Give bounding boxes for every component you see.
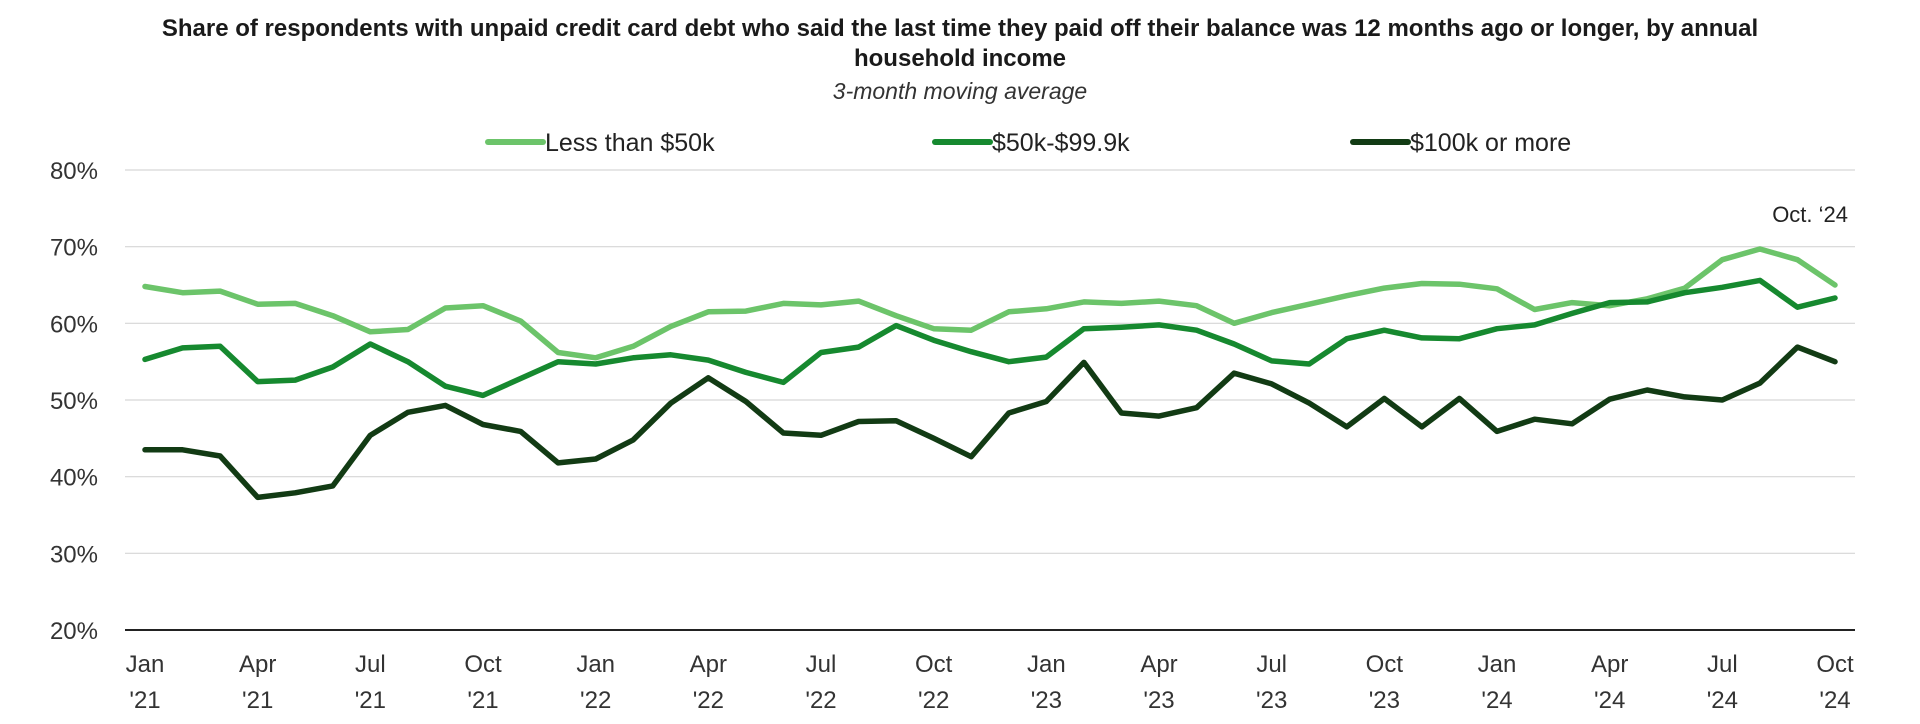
x-tick-label-year: '21 (129, 687, 160, 714)
x-tick-label-month: Oct (915, 651, 953, 678)
chart-subtitle: 3-month moving average (832, 78, 1088, 104)
x-tick-label-year: '24 (1481, 687, 1512, 714)
annotation-label: Oct. ‘24 (1772, 202, 1848, 227)
x-tick-label-year: '23 (1031, 687, 1062, 714)
y-tick-label: 60% (50, 311, 98, 338)
x-tick-label-month: Apr (690, 651, 727, 678)
legend-label-1: Less than $50k (545, 129, 715, 157)
x-tick-label-year: '23 (1369, 687, 1400, 714)
x-tick-label-month: Apr (239, 651, 276, 678)
x-tick-label-year: '23 (1143, 687, 1174, 714)
x-tick-label-month: Jan (1027, 651, 1066, 678)
x-tick-label-month: Oct (1366, 651, 1404, 678)
chart-title: Share of respondents with unpaid credit … (0, 14, 1920, 74)
x-tick-label-year: '21 (242, 687, 273, 714)
x-tick-label-month: Jan (1478, 651, 1517, 678)
y-tick-label: 80% (50, 158, 98, 185)
x-tick-label-month: Jan (576, 651, 615, 678)
x-tick-label-month: Jul (1256, 651, 1287, 678)
series-line-2 (142, 277, 1838, 399)
x-tick-label-month: Jul (806, 651, 837, 678)
y-tick-label: 40% (50, 465, 98, 492)
x-tick-label-year: '21 (355, 687, 386, 714)
x-tick-label-month: Oct (464, 651, 502, 678)
x-tick-label-year: '24 (1707, 687, 1738, 714)
legend-label-2: $50k-$99.9k (992, 129, 1130, 157)
x-tick-label-year: '24 (1819, 687, 1850, 714)
legend-label-3: $100k or more (1410, 129, 1571, 157)
x-tick-label-month: Apr (1591, 651, 1628, 678)
x-tick-label-month: Apr (1140, 651, 1177, 678)
x-tick-label-year: '24 (1594, 687, 1625, 714)
chart-title-line-2: household income (853, 45, 1066, 72)
x-tick-label-year: '22 (580, 687, 611, 714)
x-tick-label-year: '22 (918, 687, 949, 714)
x-tick-label-month: Oct (1816, 651, 1854, 678)
y-tick-label: 20% (50, 618, 98, 645)
series-line-1 (142, 246, 1838, 361)
y-tick-label: 30% (50, 541, 98, 568)
chart-title-line-1: Share of respondents with unpaid credit … (161, 15, 1759, 42)
y-tick-label: 50% (50, 388, 98, 415)
x-tick-label-year: '23 (1256, 687, 1287, 714)
x-tick-label-year: '22 (693, 687, 724, 714)
x-tick-label-year: '22 (805, 687, 836, 714)
x-tick-label-year: '21 (467, 687, 498, 714)
y-tick-label: 70% (50, 235, 98, 262)
series-line-3 (142, 344, 1838, 501)
x-tick-label-month: Jan (126, 651, 165, 678)
x-tick-label-month: Jul (355, 651, 386, 678)
x-tick-label-month: Jul (1707, 651, 1738, 678)
